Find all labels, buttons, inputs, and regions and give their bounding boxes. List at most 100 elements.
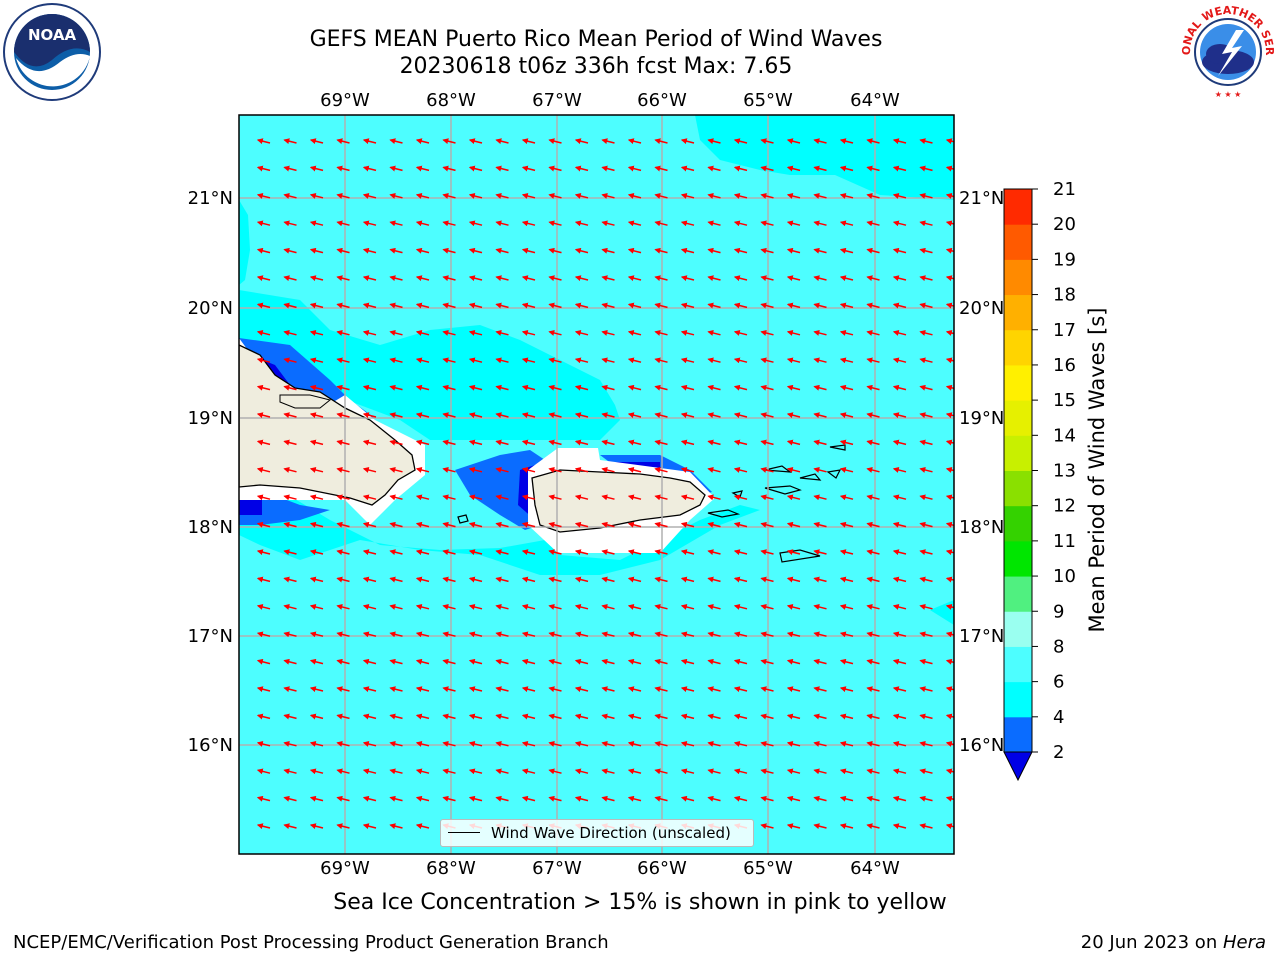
wind-wave-arrow: [521, 741, 536, 747]
wind-wave-arrow: [733, 549, 748, 556]
wind-wave-arrow: [813, 494, 827, 501]
wind-wave-arrow: [866, 823, 880, 830]
wind-wave-arrow: [548, 795, 562, 802]
wind-wave-arrow: [866, 302, 880, 309]
wind-wave-arrow: [495, 658, 509, 665]
wind-wave-arrow: [601, 549, 615, 556]
wind-wave-arrow: [468, 494, 483, 501]
wind-wave-arrow: [495, 330, 509, 336]
lon-label-bottom: 67°W: [532, 858, 582, 879]
wind-wave-arrow: [362, 220, 377, 227]
wind-wave-arrow: [654, 713, 668, 720]
wind-wave-arrow: [442, 741, 456, 747]
wind-wave-arrow: [336, 467, 350, 473]
wind-wave-arrow: [442, 220, 456, 227]
wind-wave-arrow: [521, 494, 536, 501]
wind-wave-arrow: [362, 576, 377, 583]
wind-wave-arrow: [256, 384, 271, 391]
wind-wave-arrow: [919, 549, 933, 556]
wind-wave-arrow: [945, 713, 954, 720]
wind-wave-arrow: [309, 658, 324, 665]
wind-wave-arrow: [866, 467, 880, 473]
wind-wave-arrow: [336, 302, 350, 309]
wind-wave-arrow: [707, 494, 721, 501]
wind-wave-arrow: [866, 165, 880, 172]
wind-wave-arrow: [945, 275, 954, 282]
wind-wave-arrow: [627, 549, 642, 556]
wind-wave-arrow: [892, 439, 907, 446]
wind-wave-arrow: [362, 549, 377, 556]
wind-wave-arrow: [945, 247, 954, 254]
wind-wave-arrow: [760, 494, 774, 501]
wind-wave-arrow: [336, 357, 350, 364]
wind-wave-arrow: [919, 247, 933, 254]
wind-wave-arrow: [707, 302, 721, 309]
land-virgin-islands-1: [764, 485, 802, 495]
wind-wave-arrow: [468, 768, 483, 775]
wind-wave-arrow: [786, 604, 801, 610]
wind-wave-arrow: [654, 631, 668, 638]
wind-wave-arrow: [786, 549, 801, 556]
wind-wave-arrow: [521, 768, 536, 775]
wind-wave-arrow: [733, 384, 748, 391]
wind-wave-arrow: [362, 631, 377, 638]
wind-wave-arrow: [892, 795, 907, 802]
wind-wave-arrow: [786, 658, 801, 665]
wind-wave-arrow: [839, 494, 854, 501]
wind-wave-arrow: [866, 247, 880, 254]
wind-wave-arrow: [548, 220, 562, 227]
wind-wave-arrow: [336, 494, 350, 501]
wind-wave-arrow: [601, 713, 615, 720]
wind-wave-arrow: [760, 138, 774, 145]
wind-wave-arrow: [813, 357, 827, 364]
wind-wave-arrow: [786, 138, 801, 145]
wind-wave-arrow: [495, 631, 509, 638]
wind-wave-arrow: [256, 631, 271, 638]
wind-wave-arrow: [627, 439, 642, 446]
wind-wave-arrow: [760, 795, 774, 802]
wind-wave-arrow: [866, 439, 880, 446]
wind-wave-arrow: [866, 713, 880, 720]
wind-wave-arrow: [733, 138, 748, 145]
wind-wave-arrow: [256, 521, 271, 528]
wind-wave-arrow: [442, 521, 456, 528]
wind-wave-arrow: [389, 768, 403, 775]
wind-wave-arrow: [680, 467, 695, 473]
colorbar-segment: [1004, 364, 1032, 401]
wind-wave-arrow: [548, 384, 562, 391]
wind-wave-arrow: [389, 384, 403, 391]
wind-wave-arrow: [786, 165, 801, 172]
wind-wave-arrow: [680, 165, 695, 172]
wind-wave-arrow: [813, 713, 827, 720]
wind-wave-arrow: [442, 330, 456, 336]
lat-label-left: 18°N: [188, 517, 233, 538]
wind-wave-arrow: [309, 193, 324, 199]
wind-wave-arrow: [256, 193, 271, 199]
wind-wave-arrow: [839, 658, 854, 665]
wind-wave-arrow: [336, 823, 350, 830]
wind-wave-arrow: [574, 302, 589, 309]
wind-wave-arrow: [919, 768, 933, 775]
colorbar-segment: [1004, 400, 1032, 436]
wind-wave-arrow: [707, 768, 721, 775]
wind-wave-arrow: [760, 384, 774, 391]
wind-wave-arrow: [627, 330, 642, 336]
legend-line-swatch: [448, 832, 480, 833]
wind-wave-arrow: [839, 275, 854, 282]
wind-wave-arrow: [521, 357, 536, 364]
wind-wave-arrow: [680, 247, 695, 254]
wind-wave-arrow: [309, 576, 324, 583]
wind-wave-arrow: [654, 220, 668, 227]
wind-wave-arrow: [945, 138, 954, 145]
wind-wave-arrow: [866, 686, 880, 693]
wind-wave-arrow: [468, 713, 483, 720]
wind-wave-arrow: [574, 357, 589, 364]
wind-wave-arrow: [733, 494, 748, 501]
wind-wave-arrow: [415, 138, 430, 145]
wind-wave-arrow: [627, 604, 642, 610]
wind-wave-arrow: [892, 741, 907, 747]
wind-wave-arrow: [919, 467, 933, 473]
wind-wave-arrow: [283, 439, 297, 446]
noaa-logo-icon: NOAA: [3, 3, 101, 101]
wind-wave-arrow: [415, 823, 430, 830]
